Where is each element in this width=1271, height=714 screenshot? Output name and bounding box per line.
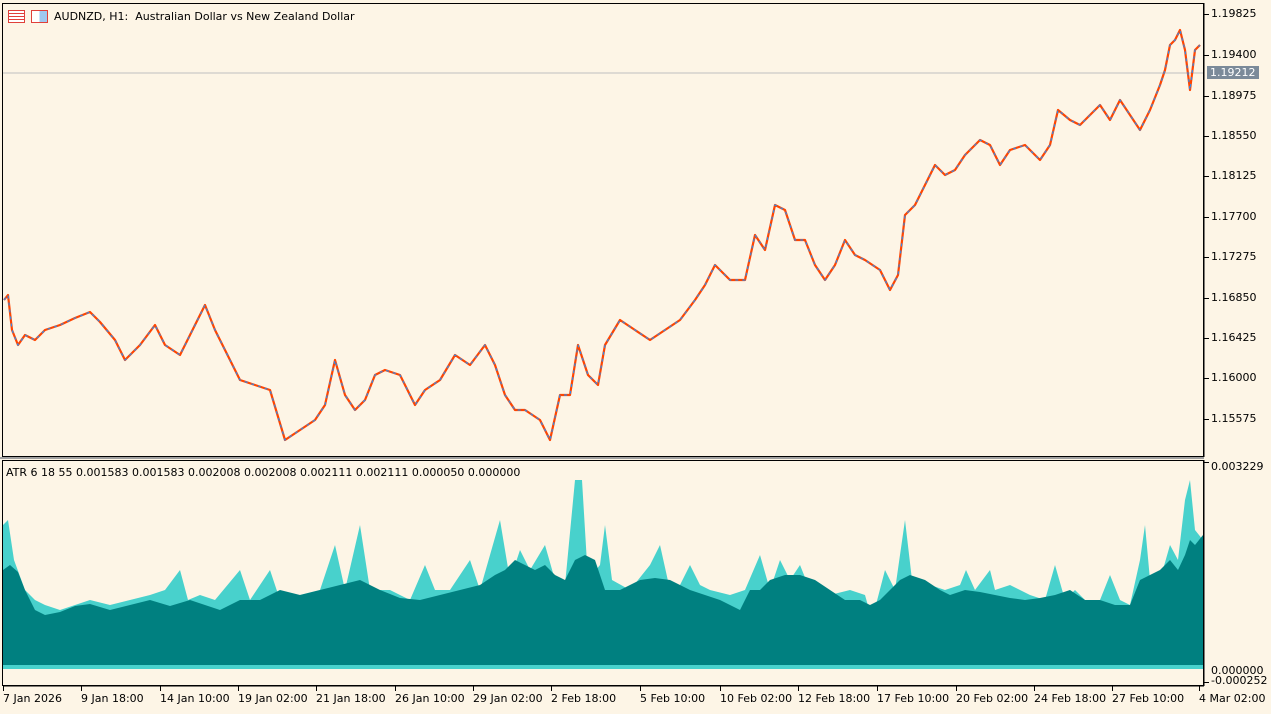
price-axis-label: 1.16000 <box>1211 371 1257 384</box>
time-axis-label: 9 Jan 18:00 <box>81 692 144 705</box>
price-axis-label: 1.18125 <box>1211 169 1257 182</box>
chart-title: AUDNZD, H1: Australian Dollar vs New Zea… <box>54 10 355 23</box>
current-price-badge: 1.19212 <box>1207 66 1259 79</box>
time-axis-label: 7 Jan 2026 <box>3 692 62 705</box>
time-axis-label: 12 Feb 18:00 <box>798 692 871 705</box>
price-axis-label: 1.18975 <box>1211 89 1257 102</box>
time-axis-label: 4 Mar 02:00 <box>1199 692 1266 705</box>
price-axis-label: 1.18550 <box>1211 129 1257 142</box>
indicator-axis-label: 0.003229 <box>1211 460 1264 473</box>
price-axis-label: 1.19825 <box>1211 7 1257 20</box>
time-axis-label: 19 Jan 02:00 <box>238 692 308 705</box>
time-axis-label: 20 Feb 02:00 <box>956 692 1029 705</box>
panel-separator[interactable] <box>0 457 1204 459</box>
time-axis-label: 17 Feb 10:00 <box>877 692 950 705</box>
price-axis-label: 1.16850 <box>1211 291 1257 304</box>
price-axis-label: 1.17700 <box>1211 210 1257 223</box>
time-axis-label: 26 Jan 10:00 <box>395 692 465 705</box>
indicator-axis-label: 0.000000 <box>1211 664 1264 677</box>
indicator-axis-label: -0.000252 <box>1211 674 1268 687</box>
atr-slow-area <box>3 535 1203 668</box>
time-axis-label: 14 Jan 10:00 <box>160 692 230 705</box>
list-icon[interactable] <box>8 10 25 23</box>
window-icon[interactable] <box>31 10 48 23</box>
price-axis-label: 1.19400 <box>1211 48 1257 61</box>
time-axis-label: 5 Feb 10:00 <box>640 692 706 705</box>
atr-baseline <box>3 665 1203 669</box>
time-axis-label: 2 Feb 18:00 <box>551 692 617 705</box>
time-axis-label: 27 Feb 10:00 <box>1112 692 1185 705</box>
time-axis-label: 10 Feb 02:00 <box>720 692 793 705</box>
price-axis-label: 1.15575 <box>1211 412 1257 425</box>
price-chart-panel[interactable] <box>2 3 1204 457</box>
time-axis-label: 21 Jan 18:00 <box>316 692 386 705</box>
price-axis-label: 1.17275 <box>1211 250 1257 263</box>
price-axis-label: 1.16425 <box>1211 331 1257 344</box>
price-series <box>3 28 1201 442</box>
chart-title-bar: AUDNZD, H1: Australian Dollar vs New Zea… <box>8 10 355 23</box>
time-axis-label: 29 Jan 02:00 <box>473 692 543 705</box>
time-axis-label: 24 Feb 18:00 <box>1034 692 1107 705</box>
indicator-label: ATR 6 18 55 0.001583 0.001583 0.002008 0… <box>6 466 521 479</box>
